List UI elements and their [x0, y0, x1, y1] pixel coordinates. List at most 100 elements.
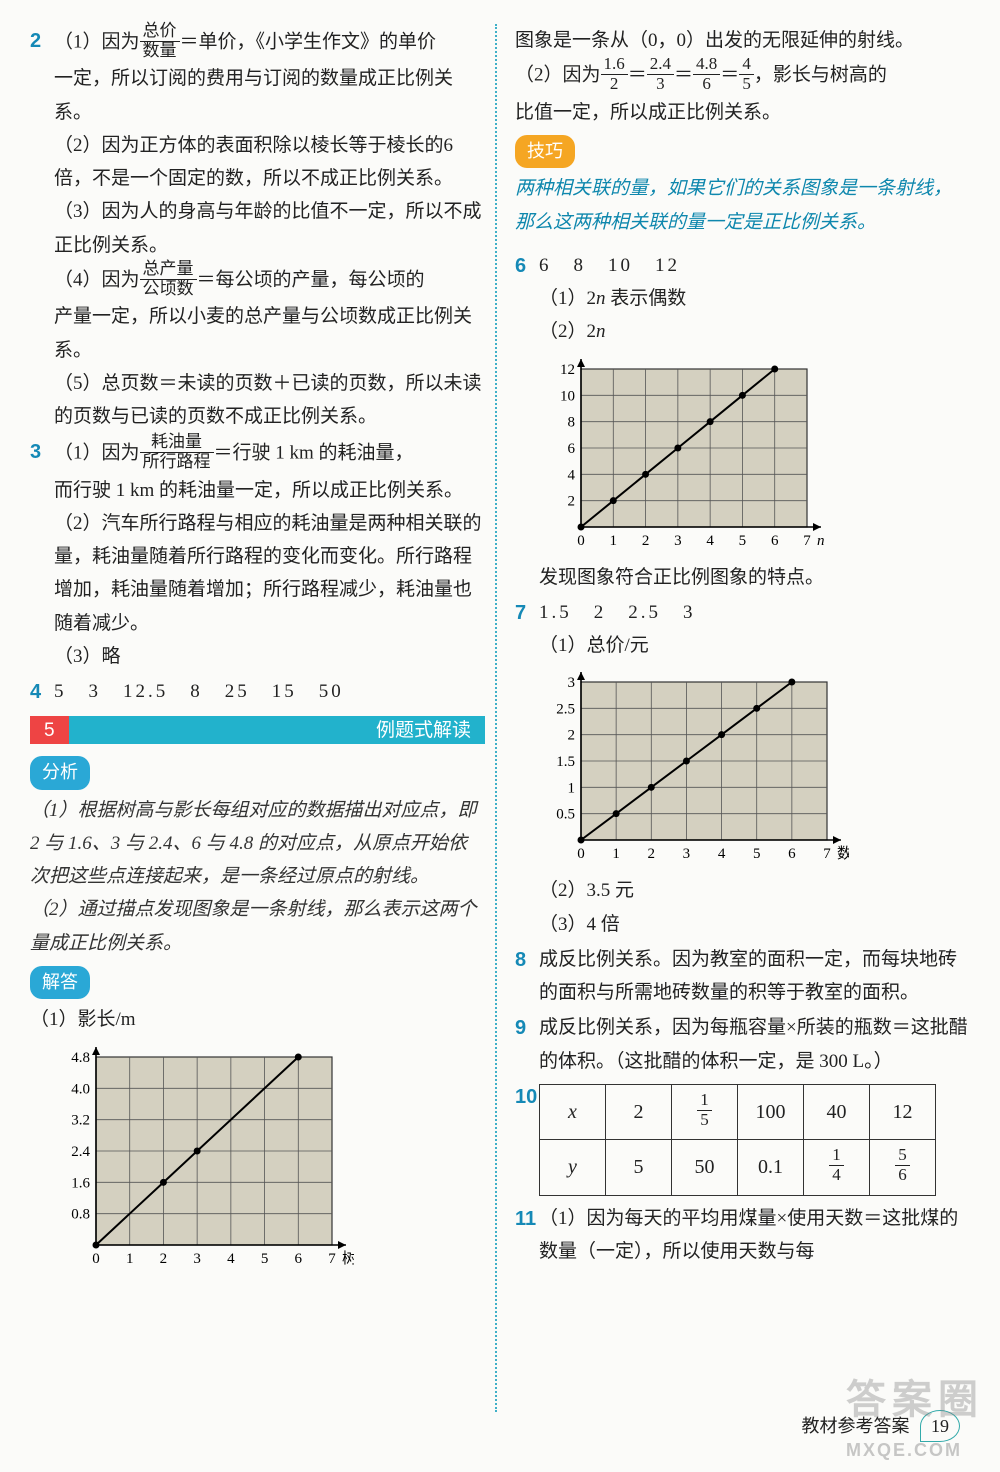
left-column: 2 （1）因为总价数量＝单价，《小学生作文》的单价 一定，所以订阅的费用与订阅的…: [30, 24, 485, 1279]
svg-text:1: 1: [126, 1251, 134, 1267]
svg-text:5: 5: [753, 846, 761, 862]
svg-text:0: 0: [577, 533, 585, 549]
analysis-p2: （2）通过描点发现图象是一条射线，那么表示这两个量成正比例关系。: [30, 893, 485, 960]
q9-body: 成反比例关系，因为每瓶容量×所装的瓶数＝这批醋的体积。（这批醋的体积一定，是 3…: [539, 1011, 970, 1078]
q2-p1b: ＝单价，《小学生作文》的单价: [180, 32, 437, 53]
chart1-svg: 0.81.62.43.24.04.801234567树高/m: [54, 1043, 354, 1273]
svg-text:2: 2: [160, 1251, 168, 1267]
cell: 12: [870, 1084, 936, 1139]
q6-p2: （2）2n: [539, 315, 970, 348]
solution-pill: 解答: [30, 966, 90, 1000]
q10: 10 x 2 15 100 40 12 y 5 50 0.1: [515, 1080, 970, 1200]
q2-p3: （3）因为人的身高与年龄的比值不一定，所以不成正比例关系。: [54, 195, 485, 262]
svg-text:5: 5: [261, 1251, 269, 1267]
chart3-svg: 0.511.522.5301234567数量/支: [539, 668, 849, 868]
q2-body: （1）因为总价数量＝单价，《小学生作文》的单价 一定，所以订阅的费用与订阅的数量…: [54, 24, 485, 433]
svg-text:3: 3: [568, 675, 576, 691]
svg-text:1: 1: [610, 533, 618, 549]
q10-table: x 2 15 100 40 12 y 5 50 0.1 14 56: [539, 1084, 936, 1196]
cell: 5: [606, 1140, 672, 1195]
q8-body: 成反比例关系。因为教室的面积一定，而每块地砖的面积与所需地砖数量的积等于教室的面…: [539, 943, 970, 1010]
cell: 14: [804, 1140, 870, 1195]
svg-text:2: 2: [648, 846, 656, 862]
svg-text:4.8: 4.8: [71, 1050, 90, 1066]
cell: 50: [672, 1140, 738, 1195]
q3-p1a: （1）因为: [54, 443, 140, 464]
analysis-p1: （1）根据树高与影长每组对应的数据描出对应点，即 2 与 1.6、3 与 2.4…: [30, 794, 485, 894]
chart3: 0.511.522.5301234567数量/支: [539, 668, 970, 868]
q11-body: （1）因为每天的平均用煤量×使用天数＝这批煤的数量（一定），所以使用天数与每: [539, 1202, 970, 1269]
frac-r2: 2.43: [647, 55, 674, 93]
q7-p3: （3）4 倍: [539, 908, 970, 941]
cell-x: x: [540, 1084, 606, 1139]
footer-text: 教材参考答案: [802, 1416, 910, 1436]
q3: 3 （1）因为耗油量所行路程＝行驶 1 km 的耗油量， 而行驶 1 km 的耗…: [30, 435, 485, 673]
svg-text:3: 3: [683, 846, 691, 862]
q2-p4b: ＝每公顷的产量，每公顷的: [197, 269, 425, 290]
chart1: 0.81.62.43.24.04.801234567树高/m: [54, 1043, 485, 1273]
footer-page: 19: [920, 1410, 960, 1442]
q7-p2: （2）3.5 元: [539, 874, 970, 907]
footer: 教材参考答案 19: [802, 1410, 961, 1443]
right-column: 图象是一条从（0，0）出发的无限延伸的射线。 （2）因为1.62＝2.43＝4.…: [515, 24, 970, 1279]
svg-text:7: 7: [328, 1251, 336, 1267]
q6-p3: 发现图象符合正比例图象的特点。: [539, 561, 970, 594]
tip-text: 两种相关联的量，如果它们的关系图象是一条射线，那么这两种相关联的量一定是正比例关…: [515, 172, 970, 239]
svg-text:3.2: 3.2: [71, 1112, 90, 1128]
svg-text:n: n: [817, 533, 825, 549]
q10-number: 10: [515, 1080, 539, 1200]
q7-body: 1.5 2 2.5 3 （1）总价/元 0.511.522.5301234567…: [539, 596, 970, 941]
frac-yield: 总产量公顷数: [140, 260, 197, 298]
q8-number: 8: [515, 943, 539, 1010]
q7-values: 1.5 2 2.5 3: [539, 596, 970, 629]
svg-text:数量/支: 数量/支: [837, 845, 849, 862]
tip-pill: 技巧: [515, 135, 575, 169]
q6-p1: （1）2n 表示偶数: [539, 282, 970, 315]
cell: 15: [672, 1084, 738, 1139]
banner-text: 例题式解读: [376, 714, 485, 747]
frac-r1: 1.62: [601, 55, 628, 93]
chart2: 2468101201234567n: [539, 355, 970, 555]
q6-number: 6: [515, 249, 539, 594]
svg-text:3: 3: [193, 1251, 201, 1267]
content-columns: 2 （1）因为总价数量＝单价，《小学生作文》的单价 一定，所以订阅的费用与订阅的…: [30, 24, 970, 1279]
q3-body: （1）因为耗油量所行路程＝行驶 1 km 的耗油量， 而行驶 1 km 的耗油量…: [54, 435, 485, 673]
svg-text:3: 3: [674, 533, 682, 549]
q2-p4: （4）因为总产量公顷数＝每公顷的产量，每公顷的: [54, 262, 485, 300]
svg-text:4: 4: [568, 467, 576, 483]
q4-number: 4: [30, 675, 54, 710]
q11: 11 （1）因为每天的平均用煤量×使用天数＝这批煤的数量（一定），所以使用天数与…: [515, 1202, 970, 1269]
table-row: x 2 15 100 40 12: [540, 1084, 936, 1139]
banner-number: 5: [30, 716, 69, 744]
chart1-title: （1）影长/m: [30, 1003, 485, 1036]
svg-text:2.4: 2.4: [71, 1144, 90, 1160]
svg-text:0: 0: [92, 1251, 100, 1267]
q3-p1c: 而行驶 1 km 的耗油量一定，所以成正比例关系。: [54, 474, 485, 507]
frac-r4: 45: [739, 55, 754, 93]
svg-text:4: 4: [227, 1251, 235, 1267]
q2-number: 2: [30, 24, 54, 433]
column-divider: [495, 24, 497, 1412]
q6-values: 6 8 10 12: [539, 249, 970, 282]
q2-p1a: （1）因为: [54, 32, 140, 53]
svg-text:12: 12: [560, 362, 575, 378]
q7-number: 7: [515, 596, 539, 941]
q7: 7 1.5 2 2.5 3 （1）总价/元 0.511.522.53012345…: [515, 596, 970, 941]
svg-text:1.6: 1.6: [71, 1175, 90, 1191]
svg-text:2.5: 2.5: [556, 702, 575, 718]
frac-fuel: 耗油量所行路程: [140, 433, 214, 471]
cell: 100: [738, 1084, 804, 1139]
q2-p2: （2）因为正方体的表面积除以棱长等于棱长的6倍，不是一个固定的数，所以不成正比例…: [54, 129, 485, 196]
q2-p1c: 一定，所以订阅的费用与订阅的数量成正比例关系。: [54, 62, 485, 129]
cont2: （2）因为1.62＝2.43＝4.86＝45，影长与树高的: [515, 57, 970, 95]
svg-text:6: 6: [788, 846, 796, 862]
svg-text:1: 1: [612, 846, 620, 862]
svg-text:2: 2: [568, 728, 576, 744]
svg-text:6: 6: [295, 1251, 303, 1267]
q2: 2 （1）因为总价数量＝单价，《小学生作文》的单价 一定，所以订阅的费用与订阅的…: [30, 24, 485, 433]
cell-y: y: [540, 1140, 606, 1195]
svg-text:0.5: 0.5: [556, 807, 575, 823]
q2-p4c: 产量一定，所以小麦的总产量与公顷数成正比例关系。: [54, 300, 485, 367]
q3-p3: （3）略: [54, 640, 485, 673]
svg-text:2: 2: [568, 493, 576, 509]
